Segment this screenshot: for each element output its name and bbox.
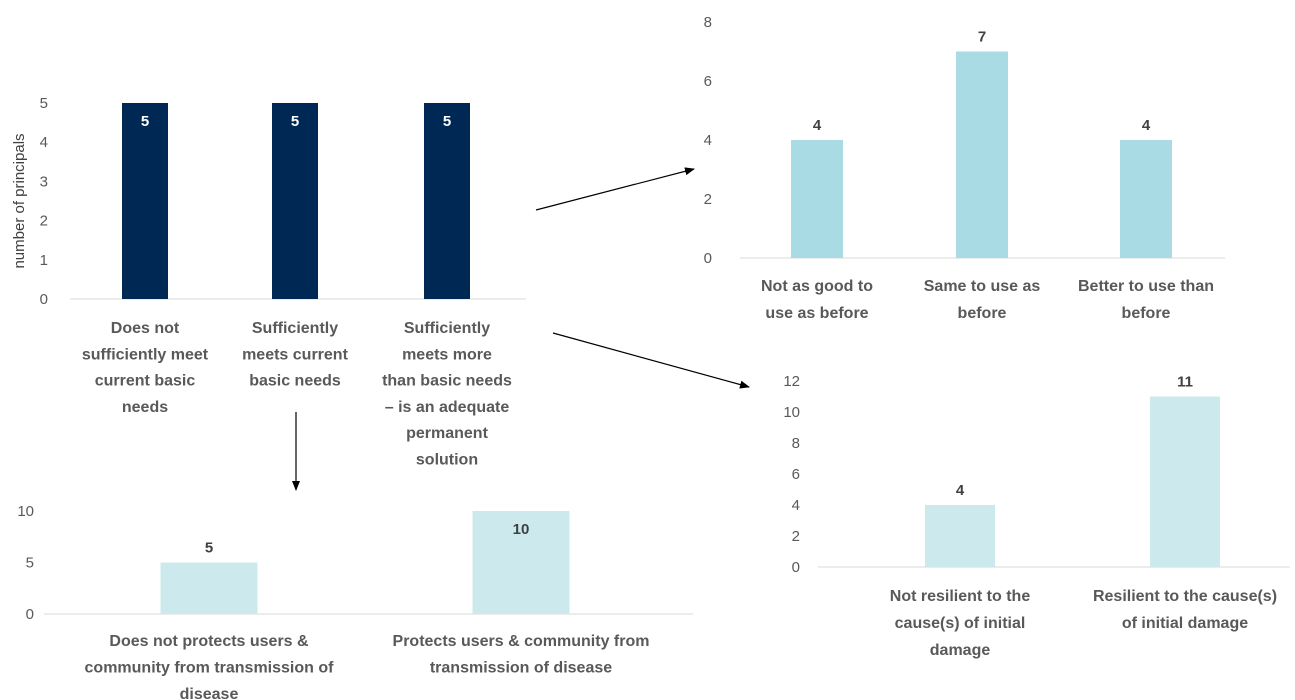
category-label: Not as good to use as before xyxy=(761,278,873,322)
category-label: Sufficiently meets current basic needs xyxy=(242,320,348,390)
y-axis-title: number of principals xyxy=(11,133,28,268)
data-label: 11 xyxy=(1177,374,1193,391)
y-tick-label: 8 xyxy=(792,435,800,452)
data-label: 4 xyxy=(956,482,965,499)
arrow-to-bottom-right-chart xyxy=(552,332,750,389)
y-tick-label: 2 xyxy=(704,191,712,208)
bar xyxy=(122,103,168,299)
chart-top-right: 0 2 4 6 8 4 Not as good to use as before 7 Same t… xyxy=(704,14,1225,322)
y-tick-label: 5 xyxy=(40,95,48,112)
y-tick-label: 4 xyxy=(792,497,800,514)
y-tick-label: 0 xyxy=(40,291,48,308)
category-label: Better to use than before xyxy=(1078,278,1214,322)
bar xyxy=(791,140,843,258)
bar xyxy=(424,103,470,299)
category-label: Not resilient to the cause(s) of initial d… xyxy=(890,588,1031,659)
y-tick-label: 10 xyxy=(17,503,34,520)
y-tick-label: 12 xyxy=(783,373,800,390)
bar xyxy=(272,103,318,299)
data-label: 5 xyxy=(205,540,213,557)
chart-bottom-left: 0 5 10 5 Does not protects users & community … xyxy=(17,503,693,700)
bar xyxy=(472,511,570,614)
arrow-to-top-right-chart xyxy=(535,167,695,211)
y-tick-label: 3 xyxy=(40,173,48,190)
y-tick-label: 1 xyxy=(40,252,48,269)
data-label: 5 xyxy=(291,113,299,130)
category-label: Protects users & community from transmiss… xyxy=(393,633,650,676)
data-label: 4 xyxy=(813,117,822,134)
data-label: 10 xyxy=(513,521,530,538)
y-tick-label: 2 xyxy=(40,213,48,230)
bar xyxy=(925,505,995,567)
data-label: 5 xyxy=(141,113,149,130)
data-label: 5 xyxy=(443,113,451,130)
category-label: Does not protects users & community from … xyxy=(85,633,335,700)
y-tick-label: 6 xyxy=(704,73,712,90)
data-label: 7 xyxy=(978,29,986,46)
bar xyxy=(1150,396,1220,567)
chart-main: 0 1 2 3 4 5 number of principals 5 Does not suffi… xyxy=(11,95,526,469)
bar xyxy=(1120,140,1172,258)
y-tick-label: 0 xyxy=(792,559,800,576)
arrows-layer xyxy=(292,167,750,491)
y-tick-label: 6 xyxy=(792,466,800,483)
category-label: Resilient to the cause(s) of initial dama… xyxy=(1093,588,1277,632)
y-tick-label: 4 xyxy=(40,134,48,151)
y-tick-label: 5 xyxy=(26,555,34,572)
y-tick-label: 0 xyxy=(26,606,34,623)
chart-bottom-right: 0 2 4 6 8 10 12 4 Not resilient to the cause(s) o… xyxy=(783,373,1290,659)
category-label: Does not sufficiently meet current basic ne… xyxy=(82,320,209,416)
y-tick-label: 0 xyxy=(704,250,712,267)
data-label: 4 xyxy=(1142,117,1151,134)
y-tick-label: 2 xyxy=(792,528,800,545)
y-tick-label: 8 xyxy=(704,14,712,31)
bar xyxy=(956,51,1008,258)
y-tick-label: 4 xyxy=(704,132,712,149)
bar xyxy=(160,562,258,614)
category-label: Same to use as before xyxy=(924,278,1041,322)
y-tick-label: 10 xyxy=(783,404,800,421)
category-label: Sufficiently meets more than basic needs – … xyxy=(382,320,512,469)
